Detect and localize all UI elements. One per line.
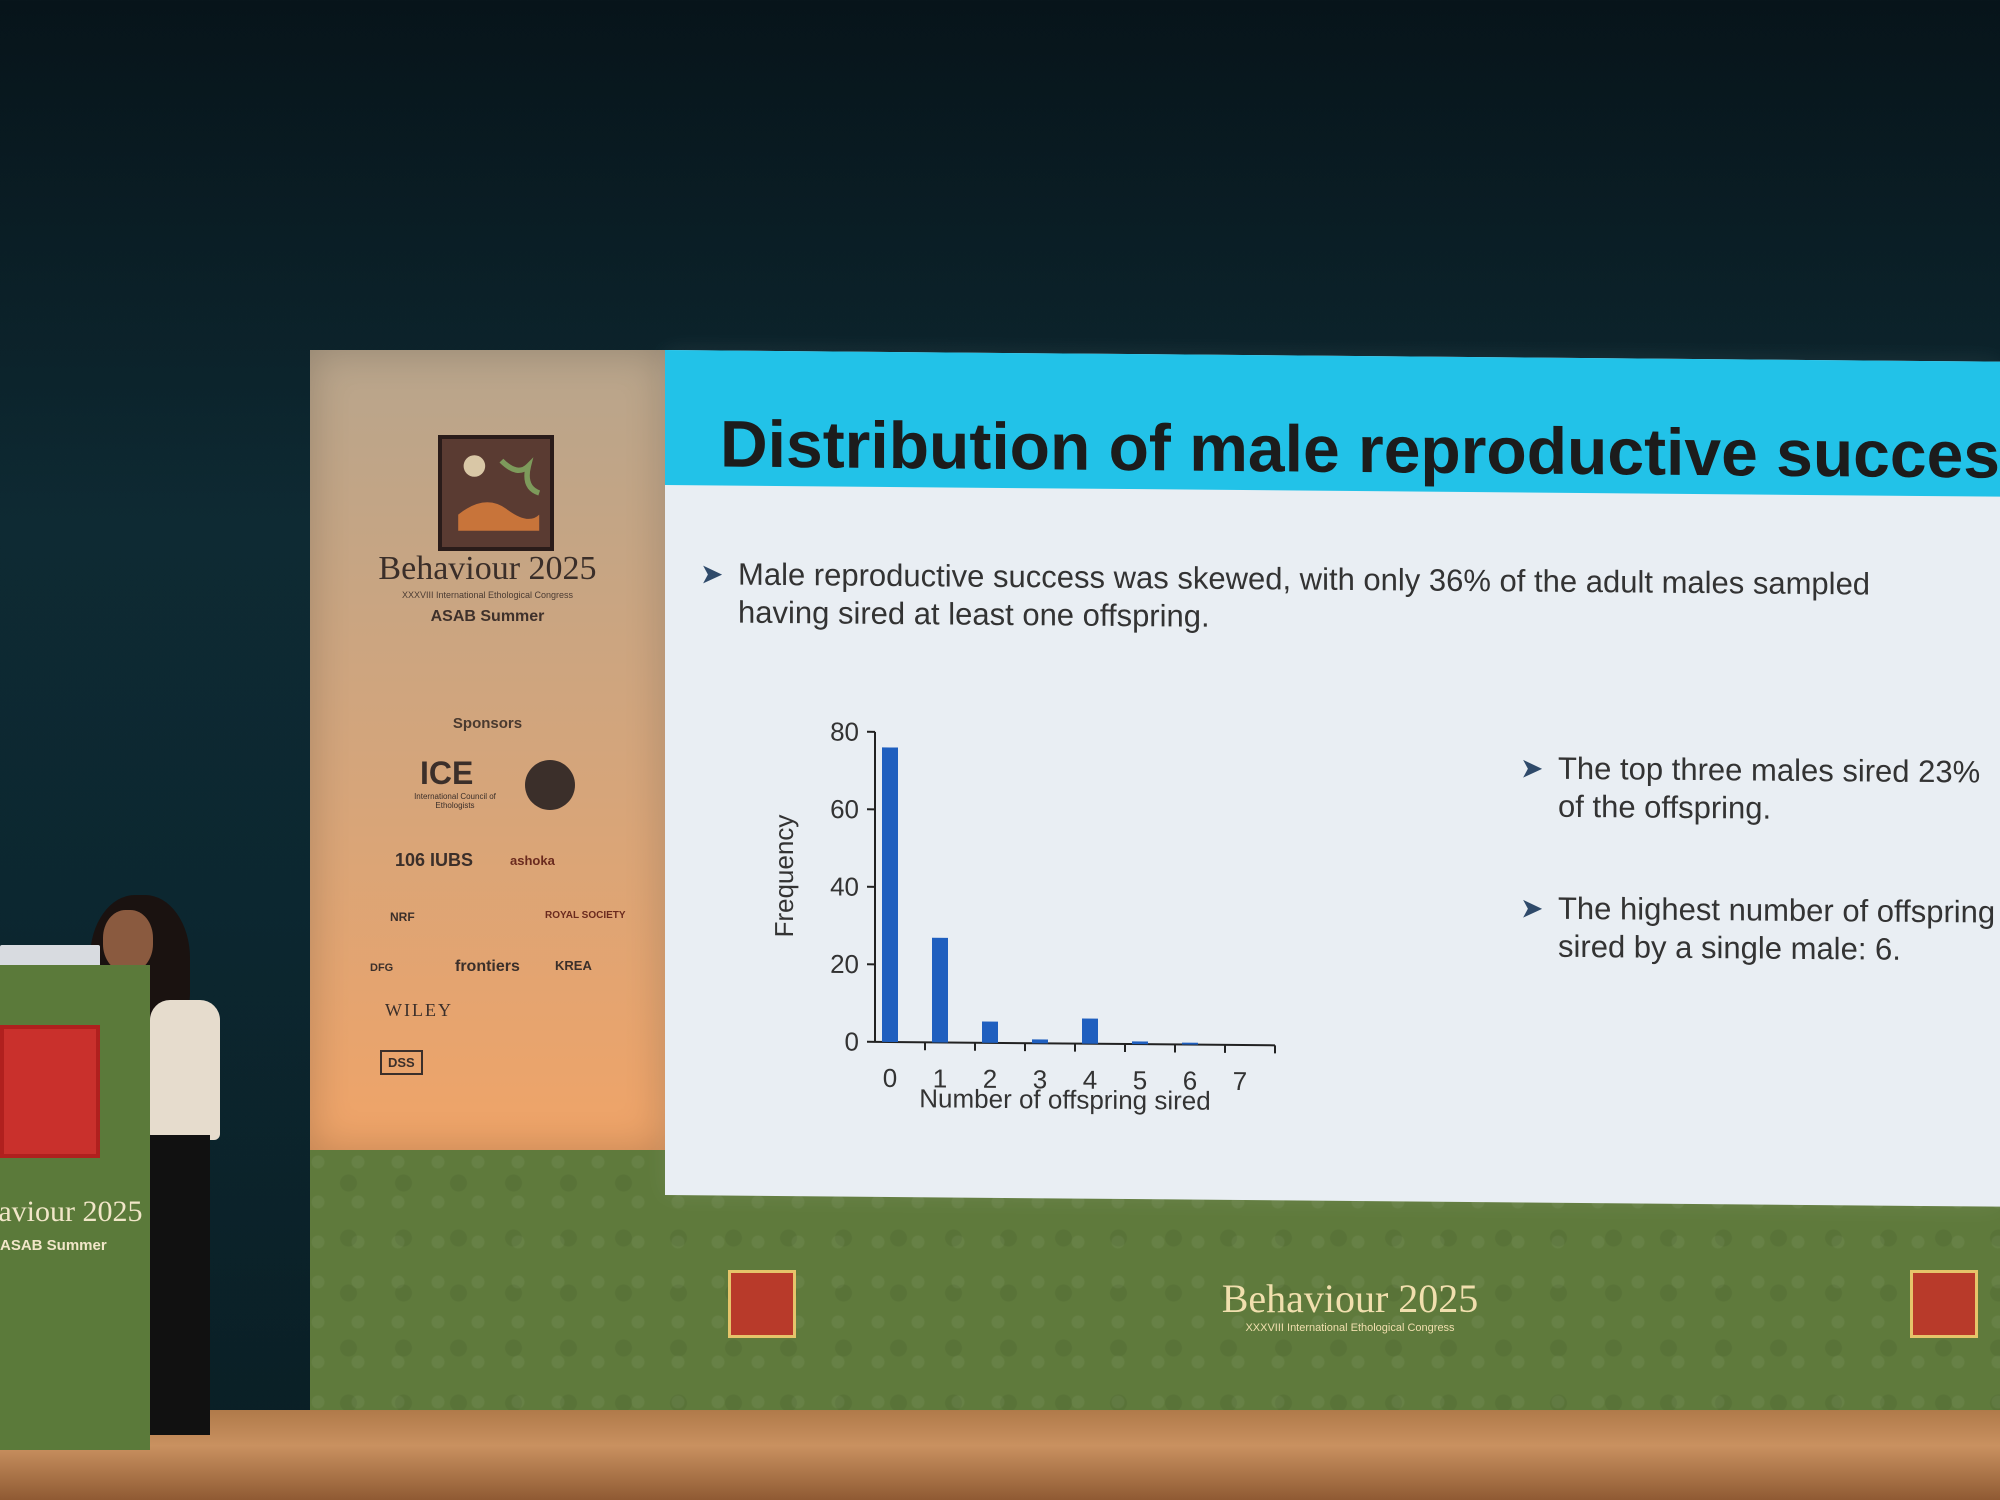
bar-1 [932,937,948,1043]
chart-bars [882,747,1198,1045]
podium-subtitle: ASAB Summer [0,1237,107,1254]
laptop [0,945,100,967]
chart-xlabel: Number of offspring sired [919,1083,1210,1116]
x-tick-label-0: 0 [883,1063,897,1093]
frontiers-logo: frontiers [455,958,520,975]
x-tick-label-7: 7 [1233,1066,1247,1096]
x-tick-label-2: 2 [983,1064,997,1094]
bullet-3-text: The highest number of offspring sired by… [1558,890,1996,967]
royal-society-logo: ROYAL SOCIETY [545,910,626,921]
nrf-logo: NRF [390,910,415,924]
globe-logo-icon [525,760,575,810]
y-tick-label-1: 20 [830,949,859,979]
ashoka-logo: ashoka [510,853,555,868]
x-tick-label-5: 5 [1133,1065,1147,1095]
bar-4 [1082,1018,1098,1044]
projection-screen: Distribution of male reproductive succes… [665,350,2000,1207]
chart-yticks: 0 20 40 60 80 [830,716,875,1057]
chart-xticks: 0 1 2 3 4 5 6 7 [883,1042,1276,1096]
tiger-emblem-right-icon [1910,1270,1978,1338]
podium-title: Behaviour 2025 [0,1195,143,1228]
bar-5 [1132,1041,1148,1045]
presenter-face [103,910,153,972]
presenter-legs [150,1135,210,1435]
bullet-arrow-icon: ➤ [1520,892,1544,924]
slide-bullet-3: ➤ The highest number of offspring sired … [1520,890,1998,970]
tiger-emblem-left-icon [728,1270,796,1338]
slide-bullet-2: ➤ The top three males sired 23% of the o… [1520,750,1998,830]
y-tick-label-2: 40 [830,871,859,901]
bar-2 [982,1021,998,1043]
sponsor-banner: Behaviour 2025 XXXVIII International Eth… [310,350,665,1150]
bar-6 [1182,1042,1198,1045]
wiley-logo: WILEY [385,1000,453,1020]
stage-floor [0,1410,2000,1500]
banner-asab: ASAB Summer [430,608,545,625]
x-tick-label-6: 6 [1183,1066,1197,1096]
banner-title: Behaviour 2025 [378,550,597,587]
stage-footer-subtitle: XXXVIII International Ethological Congre… [1245,1322,1455,1334]
x-tick-label-1: 1 [933,1063,947,1093]
stage-footer-title: Behaviour 2025 [1221,1276,1479,1321]
offspring-histogram-chart: Frequency Number of offspring sired 0204… [769,716,1276,1116]
dfg-logo: DFG [370,962,394,974]
krea-logo: KREA [555,958,592,973]
dss-logo: DSS [380,1050,423,1075]
bar-0 [882,747,898,1043]
tiger-artwork-icon [438,435,554,551]
iubs-logo: 106 IUBS [395,850,474,870]
y-tick-label-4: 80 [830,716,859,746]
podium: Behaviour 2025 ASAB Summer [0,965,150,1450]
x-tick-label-3: 3 [1033,1064,1047,1094]
bullet-arrow-icon: ➤ [1520,752,1544,784]
podium-tiger-artwork-icon [0,1025,100,1158]
bar-3 [1032,1039,1048,1044]
presenter-body [150,1000,220,1140]
bullet-2-text: The top three males sired 23% of the off… [1558,750,1981,826]
y-tick-label-0: 0 [845,1027,859,1057]
sponsors-label: Sponsors [452,715,523,732]
bullet-1-text: Male reproductive success was skewed, wi… [738,556,1871,634]
bullet-arrow-icon: ➤ [700,558,724,590]
y-tick-label-3: 60 [830,794,859,824]
slide-title: Distribution of male reproductive succes… [720,406,2000,492]
slide-title-bar: Distribution of male reproductive succes… [665,350,2000,497]
chart-ylabel: Frequency [769,814,799,937]
ice-logo-subtitle: International Council of Ethologists [414,792,496,810]
ice-logo: ICE [420,755,474,791]
x-tick-label-4: 4 [1083,1065,1097,1095]
banner-subtitle: XXXVIII International Ethological Congre… [401,590,574,600]
slide-bullet-1: ➤ Male reproductive success was skewed, … [700,556,1888,642]
